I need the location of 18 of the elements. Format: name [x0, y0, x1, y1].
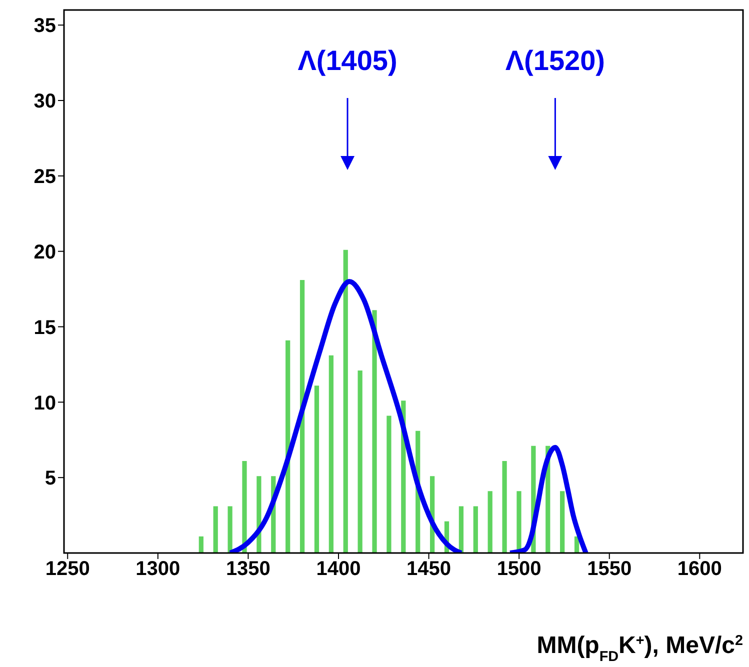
- y-tick-label: 10: [34, 392, 56, 414]
- x-tick-label: 1400: [316, 558, 361, 580]
- x-axis-title: MM(p$_{FD}$K$^{+}$), MeV/c$^{2}$: [536, 632, 743, 665]
- x-tick-label: 1350: [226, 558, 270, 580]
- y-tick-label: 20: [34, 241, 56, 264]
- x-tick-label: 1450: [406, 558, 452, 580]
- y-tick-label: 30: [34, 90, 56, 113]
- x-tick-label: 1250: [45, 558, 90, 580]
- x-tick-label: 1500: [496, 558, 542, 580]
- y-tick-label: 5: [44, 468, 56, 490]
- y-tick-label: 35: [34, 15, 56, 38]
- x-tick-label: 1600: [677, 558, 722, 580]
- x-tick-label: 1300: [136, 558, 180, 580]
- annotation: Λ(1520): [505, 45, 606, 76]
- y-tick-label: 25: [34, 166, 56, 188]
- x-tick-label: 1550: [587, 558, 632, 580]
- annotation: Λ(1405): [298, 45, 398, 76]
- y-tick-label: 15: [34, 316, 56, 339]
